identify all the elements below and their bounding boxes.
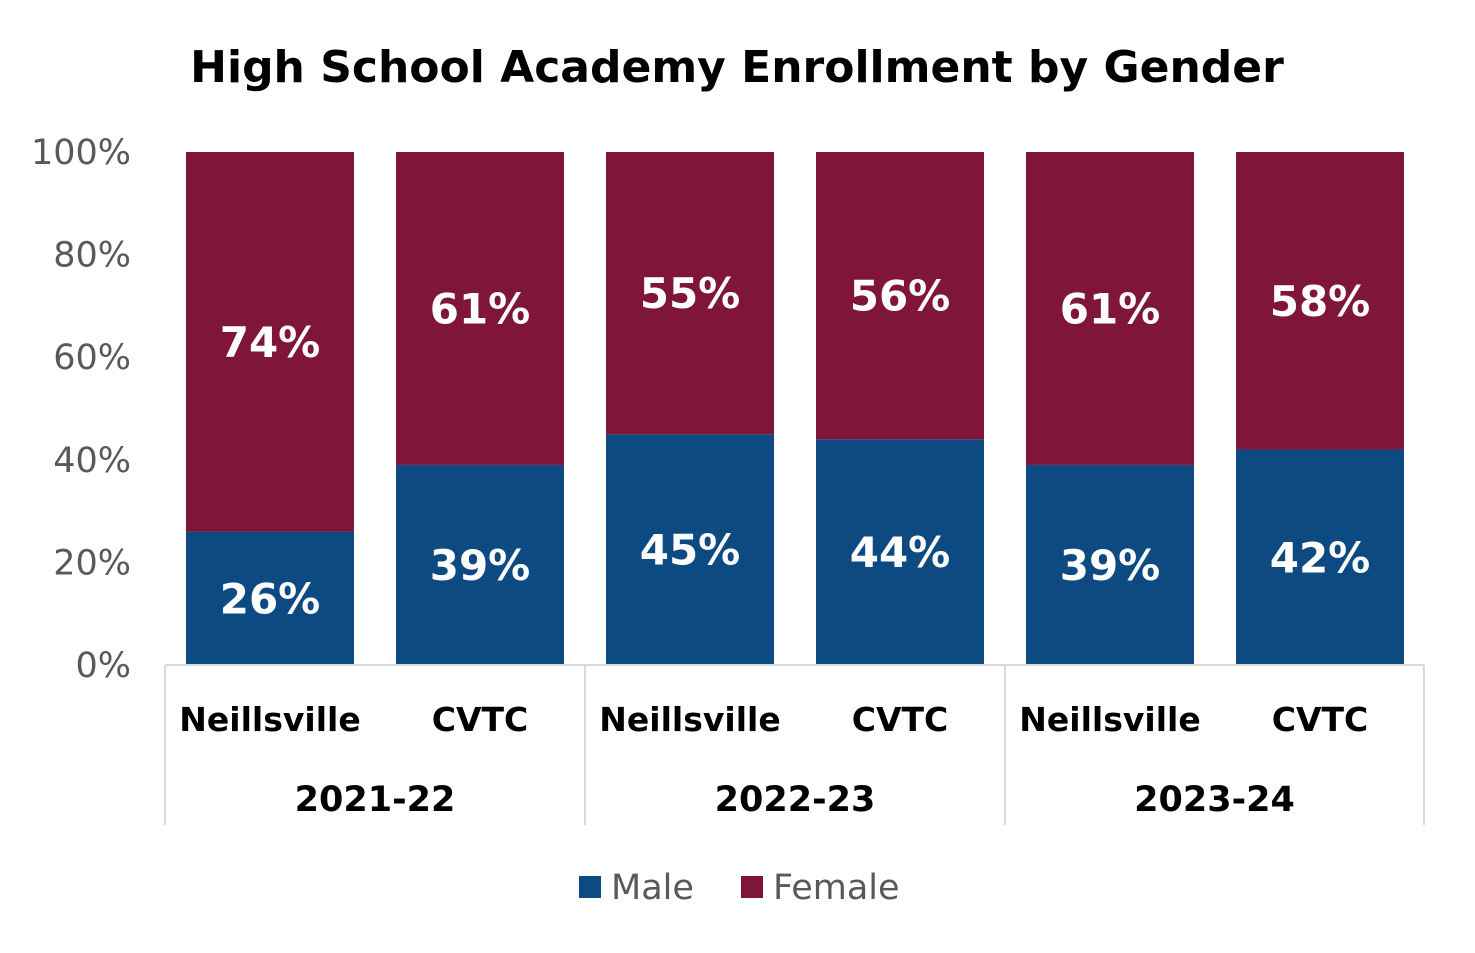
y-tick-label: 60%	[53, 338, 131, 378]
bar-female-0	[186, 152, 354, 532]
y-tick-label: 100%	[31, 133, 131, 173]
legend-swatch-male	[579, 876, 601, 898]
data-label-male-0: 26%	[220, 574, 321, 623]
legend-swatch-female	[741, 876, 763, 898]
bar-female-5	[1236, 152, 1404, 450]
y-tick-label: 80%	[53, 236, 131, 276]
data-label-female-4: 61%	[1060, 284, 1161, 333]
bar-male-4	[1026, 464, 1194, 665]
data-label-male-1: 39%	[430, 541, 531, 590]
bar-female-2	[606, 152, 774, 435]
bar-female-4	[1026, 152, 1194, 465]
x-category-label: Neillsville	[1019, 700, 1200, 739]
bar-male-0	[186, 531, 354, 665]
x-category-label: CVTC	[1272, 700, 1369, 739]
data-label-female-0: 74%	[220, 318, 321, 367]
legend-label-female: Female	[773, 868, 900, 908]
bar-female-3	[816, 152, 984, 440]
data-label-male-2: 45%	[640, 526, 741, 575]
x-group-label: 2021-22	[295, 780, 456, 820]
y-tick-label: 40%	[53, 441, 131, 481]
y-axis-ticks: 0% 20% 40% 60% 80% 100%	[31, 133, 131, 686]
x-category-label: CVTC	[432, 700, 529, 739]
data-label-female-3: 56%	[850, 272, 951, 321]
bar-male-1	[396, 464, 564, 665]
bar-female-1	[396, 152, 564, 465]
data-label-female-5: 58%	[1270, 277, 1371, 326]
x-category-label: CVTC	[852, 700, 949, 739]
legend: Male Female	[579, 868, 900, 908]
data-label-female-1: 61%	[430, 284, 531, 333]
data-labels: 26% 74% 39% 61% 45% 55% 44% 56% 39% 61% 42% 58%	[220, 269, 1371, 623]
bar-male-5	[1236, 449, 1404, 665]
x-group-label: 2023-24	[1134, 780, 1295, 820]
y-tick-label: 20%	[53, 543, 131, 583]
x-group-label: 2022-23	[715, 780, 876, 820]
data-label-male-4: 39%	[1060, 541, 1161, 590]
x-axis: Neillsville CVTC Neillsville CVTC Neillsvill…	[164, 664, 1425, 825]
x-category-label: Neillsville	[179, 700, 360, 739]
bar-male-2	[606, 434, 774, 665]
bars	[186, 152, 1404, 665]
legend-label-male: Male	[611, 868, 694, 908]
data-label-female-2: 55%	[640, 269, 741, 318]
data-label-male-3: 44%	[850, 528, 951, 577]
x-category-label: Neillsville	[599, 700, 780, 739]
y-tick-label: 0%	[75, 646, 131, 686]
data-label-male-5: 42%	[1270, 533, 1371, 582]
chart-title: High School Academy Enrollment by Gender	[190, 42, 1284, 93]
bar-male-3	[816, 439, 984, 665]
